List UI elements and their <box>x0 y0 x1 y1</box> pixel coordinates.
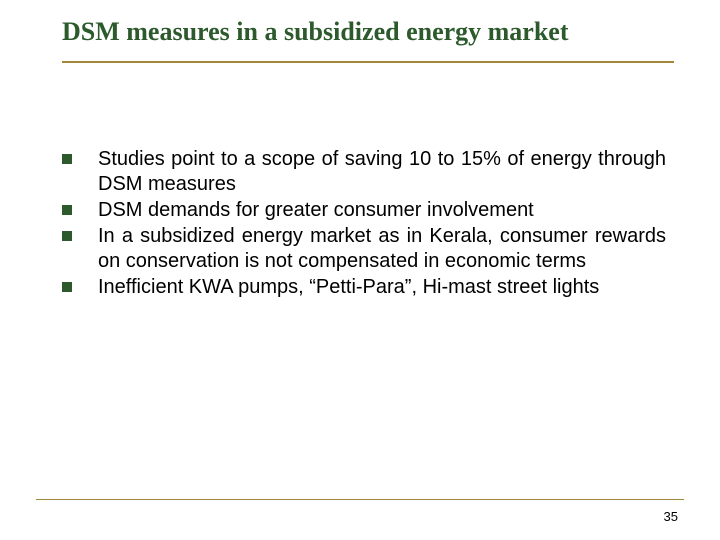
bullet-text: In a subsidized energy market as in Kera… <box>98 224 666 273</box>
bullet-text: DSM demands for greater consumer involve… <box>98 198 666 222</box>
list-item: Studies point to a scope of saving 10 to… <box>56 147 666 196</box>
list-item: Inefficient KWA pumps, “Petti-Para”, Hi-… <box>56 275 666 299</box>
slide-body: Studies point to a scope of saving 10 to… <box>56 147 666 299</box>
page-number: 35 <box>664 509 678 524</box>
square-bullet-icon <box>62 282 72 292</box>
title-block: DSM measures in a subsidized energy mark… <box>62 16 674 63</box>
list-item: In a subsidized energy market as in Kera… <box>56 224 666 273</box>
square-bullet-icon <box>62 205 72 215</box>
square-bullet-icon <box>62 154 72 164</box>
bullet-text: Studies point to a scope of saving 10 to… <box>98 147 666 196</box>
square-bullet-icon <box>62 231 72 241</box>
footer-divider <box>36 499 684 500</box>
slide-container: DSM measures in a subsidized energy mark… <box>0 0 720 540</box>
bullet-text: Inefficient KWA pumps, “Petti-Para”, Hi-… <box>98 275 666 299</box>
list-item: DSM demands for greater consumer involve… <box>56 198 666 222</box>
slide-title: DSM measures in a subsidized energy mark… <box>62 16 674 63</box>
